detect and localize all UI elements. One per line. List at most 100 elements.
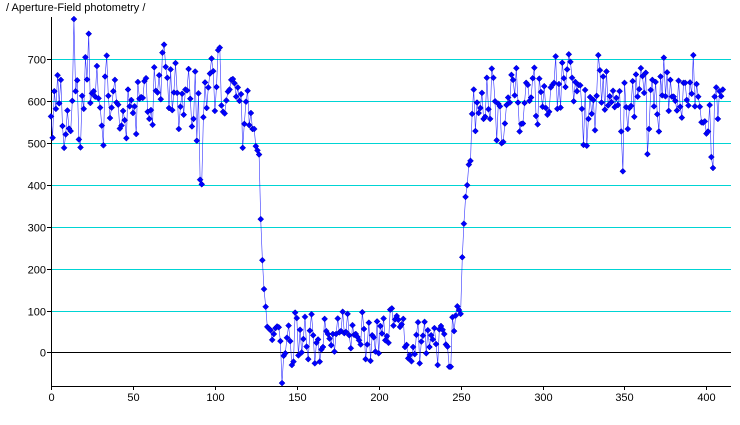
data-point-296 [532,112,540,120]
data-point-361 [639,72,646,80]
data-point-285 [514,99,522,106]
data-point-209 [390,322,397,329]
data-point-342 [608,98,615,106]
data-point-358 [634,93,641,101]
y-tick-label-400: 400 [28,181,46,193]
chart-title: / Aperture-Field photometry / [6,2,146,14]
data-point-319 [570,97,578,105]
data-point-17 [75,136,83,143]
data-point-136 [270,330,278,338]
x-tick-label-350: 350 [615,392,633,404]
data-point-298 [535,75,543,82]
data-point-145 [285,322,292,329]
data-point-71 [163,74,171,82]
data-point-372 [657,73,664,80]
data-point-230 [424,326,432,334]
data-point-88 [191,68,199,75]
data-point-130 [260,285,268,293]
data-point-21 [82,53,89,61]
data-point-224 [414,318,422,326]
data-point-246 [450,327,458,335]
data-point-94 [201,79,209,86]
data-point-337 [599,73,607,80]
data-point-335 [596,66,604,74]
data-point-124 [250,125,258,133]
data-point-203 [380,315,387,322]
data-point-346 [614,101,622,109]
x-tick-label-200: 200 [370,392,388,404]
data-point-68 [159,49,166,56]
data-point-339 [603,68,610,75]
data-point-289 [521,99,528,107]
data-point-51 [131,102,138,110]
data-point-277 [501,120,509,127]
data-point-294 [529,74,537,82]
data-point-295 [531,64,538,72]
data-point-323 [576,81,584,89]
data-point-134 [267,326,274,334]
data-point-385 [678,114,686,121]
data-point-83 [183,87,191,94]
data-point-45 [121,116,129,124]
data-point-127 [255,151,263,158]
data-point-103 [216,44,224,51]
data-point-377 [665,107,673,115]
data-point-65 [154,89,161,96]
data-point-29 [95,94,102,102]
data-point-182 [345,331,353,339]
data-point-394 [693,80,700,88]
data-point-6 [57,76,65,84]
data-point-223 [413,331,420,339]
data-point-152 [296,326,304,334]
data-point-215 [399,315,407,323]
data-point-58 [142,74,150,82]
data-point-371 [655,128,663,135]
data-point-37 [108,104,115,111]
data-point-258 [470,86,478,93]
data-point-308 [552,53,560,60]
data-point-12 [67,127,75,135]
data-point-73 [167,66,174,73]
data-point-175 [334,315,342,322]
data-point-89 [193,137,201,145]
data-point-205 [383,332,391,340]
series-line-1 [50,19,724,384]
data-point-93 [200,113,207,121]
data-point-8 [60,144,68,152]
data-point-52 [132,130,140,138]
data-point-350 [621,79,628,87]
data-point-336 [598,99,605,106]
data-point-193 [363,341,371,348]
data-point-228 [421,318,428,326]
data-point-317 [567,58,574,66]
x-tick-label-150: 150 [288,392,306,404]
data-point-95 [203,104,211,112]
data-point-74 [168,106,176,114]
data-point-220 [408,357,415,365]
data-point-106 [221,110,229,117]
data-point-233 [429,336,437,343]
data-point-356 [630,113,638,121]
data-point-62 [149,121,156,129]
data-point-113 [232,93,240,101]
data-point-348 [617,128,625,135]
x-tick-label-0: 0 [48,392,54,404]
data-point-365 [645,125,653,133]
data-point-286 [516,128,523,135]
data-point-35 [104,92,112,100]
data-point-229 [422,349,430,357]
data-point-158 [306,327,314,335]
data-point-382 [673,107,681,114]
data-point-14 [70,15,78,23]
data-point-256 [467,157,474,165]
data-point-360 [637,64,645,72]
data-point-90 [195,89,202,97]
data-point-389 [685,102,692,109]
data-point-345 [612,94,620,102]
data-point-227 [419,332,427,340]
y-tick-label-500: 500 [28,139,46,151]
x-tick-label-100: 100 [206,392,224,404]
data-point-288 [519,120,527,127]
data-point-392 [689,51,697,59]
data-point-79 [177,103,184,111]
